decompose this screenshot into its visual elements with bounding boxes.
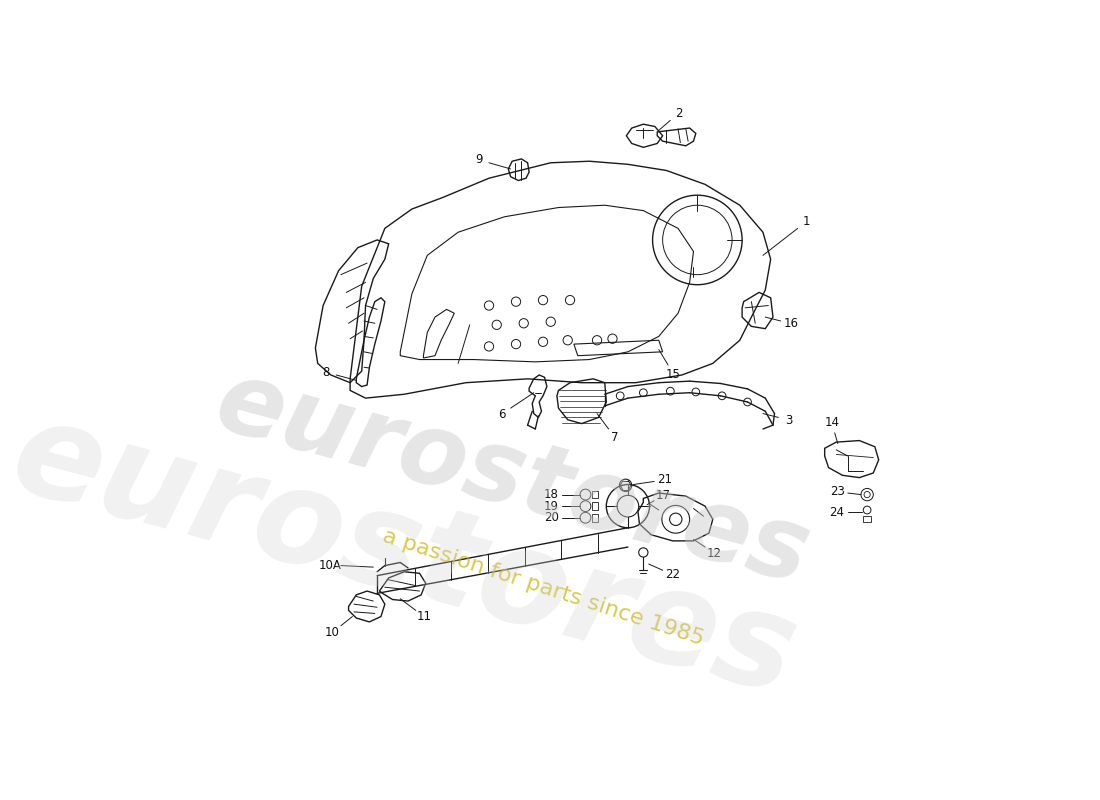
Text: 23: 23: [829, 486, 845, 498]
Text: 14: 14: [824, 416, 839, 429]
Text: a passion for parts since 1985: a passion for parts since 1985: [379, 526, 706, 649]
Text: 15: 15: [667, 368, 681, 381]
Text: 12: 12: [706, 546, 722, 559]
Text: 7: 7: [612, 431, 619, 444]
Text: 21: 21: [658, 474, 672, 486]
Text: 19: 19: [544, 500, 559, 513]
Text: 2: 2: [674, 106, 682, 120]
Text: eurostores: eurostores: [0, 391, 810, 722]
Text: 10A: 10A: [319, 558, 341, 571]
Text: 9: 9: [475, 154, 483, 166]
Text: 10: 10: [324, 626, 340, 639]
Text: 1: 1: [802, 215, 810, 228]
Text: eurostores: eurostores: [205, 354, 820, 605]
Text: 17: 17: [656, 489, 671, 502]
Text: 22: 22: [666, 568, 680, 581]
Text: 16: 16: [783, 317, 799, 330]
Text: 6: 6: [498, 408, 505, 421]
Text: 18: 18: [544, 488, 559, 501]
Text: 11: 11: [417, 610, 432, 623]
Text: 20: 20: [544, 511, 559, 524]
Text: 24: 24: [829, 506, 845, 519]
Text: 3: 3: [785, 414, 792, 426]
Text: 8: 8: [322, 366, 330, 378]
